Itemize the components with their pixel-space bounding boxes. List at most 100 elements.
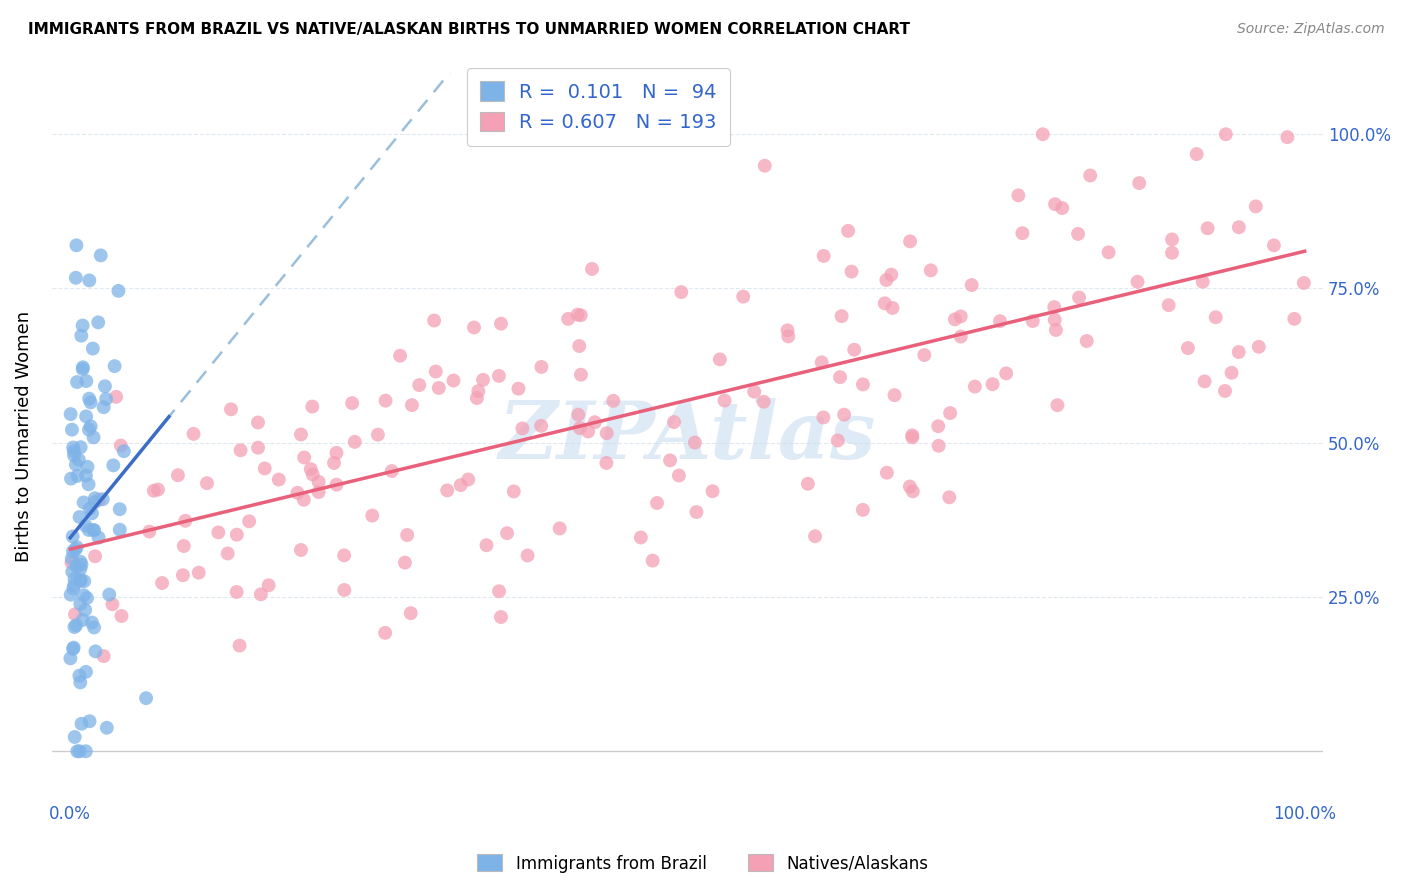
Point (901, 428, 924, 442)
Point (381, 464, 404, 478)
Point (72, 318, 94, 333)
Point (82, 342, 104, 356)
Point (60, 556, 83, 570)
Point (1043, 197, 1066, 211)
Point (174, 514, 197, 528)
Point (396, 528, 419, 542)
Point (852, 377, 875, 392)
Point (408, 378, 430, 392)
Point (76, 459, 98, 474)
Point (423, 313, 446, 327)
Point (1244, 199, 1267, 213)
Point (195, 476, 218, 491)
Point (898, 479, 921, 493)
Point (813, 410, 835, 425)
Point (60, 423, 83, 437)
Point (96, 721, 118, 735)
Point (69, 597, 91, 611)
Point (1050, 201, 1073, 215)
Point (1194, 375, 1216, 389)
Point (75, 409, 97, 424)
Point (146, 483, 169, 497)
Point (246, 416, 269, 430)
Point (69, 555, 91, 569)
Point (76, 591, 98, 605)
Point (66, 375, 89, 389)
Point (250, 587, 273, 601)
Point (299, 462, 322, 476)
Point (1161, 245, 1184, 260)
Point (1177, 341, 1199, 355)
Point (557, 311, 579, 326)
Point (110, 438, 132, 452)
Point (685, 505, 707, 519)
Point (569, 308, 592, 322)
Point (995, 367, 1018, 381)
Point (832, 408, 855, 422)
Point (457, 473, 479, 487)
Point (595, 456, 617, 470)
Point (516, 549, 538, 563)
Point (844, 343, 866, 357)
Point (898, 235, 921, 249)
Point (465, 391, 488, 405)
Point (938, 491, 960, 505)
Point (325, 446, 347, 460)
Point (912, 348, 935, 362)
Point (567, 308, 589, 322)
Point (702, 484, 724, 499)
Point (1227, 220, 1250, 235)
Point (62, 640, 84, 655)
Point (1078, 169, 1101, 183)
Point (59, 588, 82, 602)
Point (105, 390, 128, 404)
Point (103, 458, 125, 473)
Point (776, 323, 799, 337)
Point (1097, 245, 1119, 260)
Point (75, 374, 97, 388)
Point (475, 538, 498, 552)
Point (1161, 232, 1184, 246)
Point (79, 273, 101, 287)
Point (87, 315, 110, 329)
Point (172, 568, 194, 582)
Point (508, 382, 530, 396)
Point (1032, 127, 1054, 141)
Point (569, 368, 592, 382)
Point (512, 421, 534, 435)
Point (1220, 366, 1243, 380)
Point (301, 400, 323, 414)
Point (683, 435, 706, 450)
Point (257, 578, 280, 592)
Point (66, 744, 89, 758)
Point (496, 526, 519, 541)
Point (668, 468, 690, 483)
Point (876, 466, 898, 480)
Point (810, 355, 832, 369)
Point (333, 582, 356, 597)
Point (292, 492, 315, 507)
Point (662, 415, 685, 429)
Point (65, 238, 87, 252)
Point (142, 483, 165, 498)
Point (63, 578, 86, 592)
Point (882, 301, 904, 315)
Point (401, 398, 423, 412)
Point (62, 641, 84, 656)
Point (87, 492, 110, 507)
Point (80, 419, 103, 434)
Point (84, 549, 107, 564)
Point (1128, 176, 1150, 190)
Point (1076, 334, 1098, 348)
Point (253, 461, 276, 475)
Point (325, 477, 347, 491)
Point (1247, 340, 1270, 354)
Point (82, 523, 104, 537)
Point (1126, 275, 1149, 289)
Point (94, 379, 117, 393)
Point (641, 553, 664, 567)
Point (229, 443, 252, 458)
Point (77, 392, 100, 406)
Y-axis label: Births to Unmarried Women: Births to Unmarried Women (15, 311, 32, 562)
Point (83, 491, 105, 506)
